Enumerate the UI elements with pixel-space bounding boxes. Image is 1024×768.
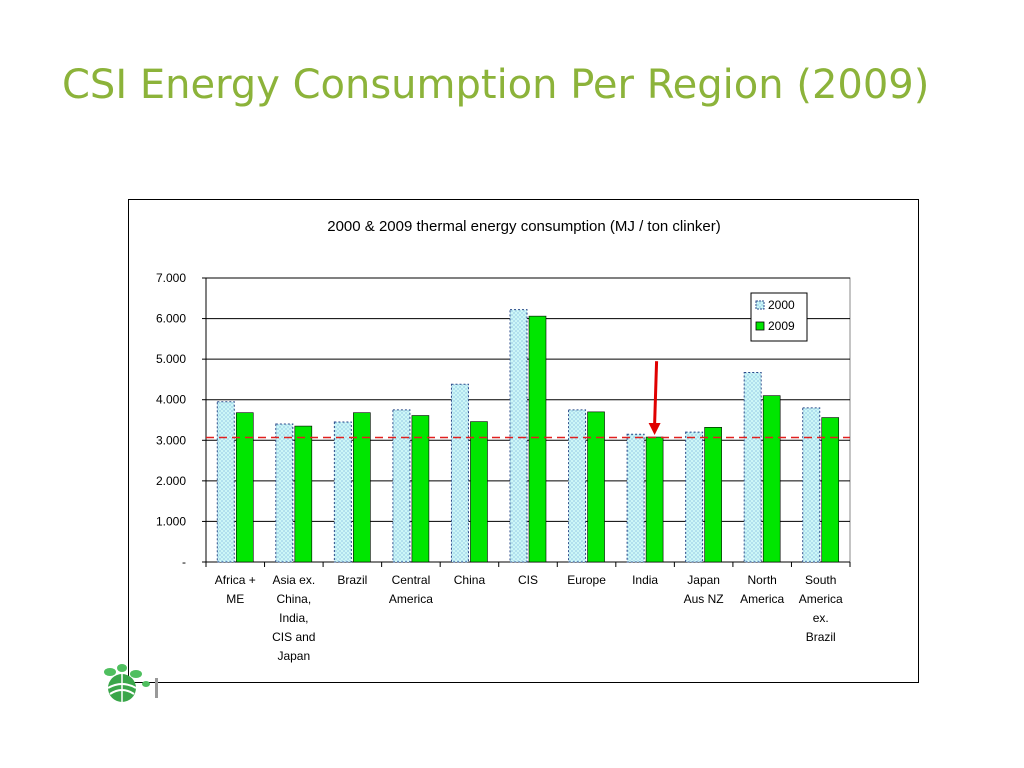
x-tick-label: America — [799, 592, 843, 606]
x-tick-label: America — [740, 592, 784, 606]
bar-2009 — [587, 411, 605, 563]
bar-2009 — [294, 425, 313, 563]
x-tick-label: China, — [276, 592, 311, 606]
bar-2009 — [353, 412, 371, 563]
y-tick-label: 6.000 — [156, 312, 186, 326]
y-tick-label: 2.000 — [156, 474, 186, 488]
bar-2000 — [568, 409, 587, 563]
y-tick-label: 1.000 — [156, 514, 186, 528]
x-tick-label: Japan — [277, 649, 310, 663]
annotation-arrow-head — [648, 423, 661, 436]
bar-2009 — [470, 421, 488, 563]
legend-label-2009: 2009 — [768, 319, 795, 333]
bar-2009 — [762, 395, 781, 563]
bar-2000 — [509, 309, 528, 563]
x-tick-label: Brazil — [337, 573, 367, 587]
y-tick-label: - — [182, 555, 186, 569]
bar-2009 — [704, 427, 722, 563]
bar-2009 — [235, 412, 254, 563]
x-tick-label: Central — [392, 573, 431, 587]
legend-label-2000: 2000 — [768, 298, 795, 312]
bar-2000 — [216, 401, 235, 563]
bar-2009 — [528, 315, 547, 563]
csi-leaf-logo-icon — [100, 660, 166, 710]
bar-2009 — [821, 417, 840, 563]
x-tick-label: ex. — [813, 611, 829, 625]
bar-2009 — [645, 436, 664, 563]
y-tick-label: 5.000 — [156, 352, 186, 366]
legend-swatch-2009 — [755, 321, 765, 331]
bar-2000 — [275, 423, 294, 563]
y-tick-label: 4.000 — [156, 393, 186, 407]
y-tick-label: 7.000 — [156, 271, 186, 285]
bar-2000 — [626, 433, 645, 563]
x-tick-label: Aus NZ — [684, 592, 724, 606]
bar-2000 — [392, 409, 411, 563]
plot-border — [205, 277, 851, 563]
y-tick-label: 3.000 — [156, 433, 186, 447]
chart-title: 2000 & 2009 thermal energy consumption (… — [327, 218, 721, 235]
x-tick-label: Europe — [567, 573, 606, 587]
plot-area: - 1.000 2.000 3.000 4.000 5.000 6.000 7.000 Afri… — [156, 271, 851, 663]
annotation-arrow-shaft — [653, 361, 659, 426]
legend-swatch-2000 — [755, 300, 765, 310]
x-tick-label: Brazil — [806, 630, 836, 644]
bar-2000 — [685, 431, 704, 563]
slide-title: CSI Energy Consumption Per Region (2009) — [62, 62, 930, 108]
x-tick-label: China — [454, 573, 486, 587]
x-tick-label: ME — [226, 592, 244, 606]
bar-2000 — [333, 421, 352, 563]
bar-2000 — [450, 383, 469, 563]
bar-2000 — [802, 407, 821, 563]
chart-frame: 2000 & 2009 thermal energy consumption (… — [128, 199, 919, 683]
bar-chart: 2000 & 2009 thermal energy consumption (… — [156, 218, 851, 663]
x-tick-label: America — [389, 592, 433, 606]
x-tick-label: CIS — [518, 573, 538, 587]
x-tick-label: India — [632, 573, 658, 587]
x-tick-label: Asia ex. — [272, 573, 315, 587]
x-tick-label: Japan — [687, 573, 720, 587]
x-tick-label: CIS and — [272, 630, 315, 644]
x-tick-label: North — [748, 573, 777, 587]
x-tick-label: India, — [279, 611, 308, 625]
legend: 2000 2009 — [750, 292, 808, 342]
x-tick-label: South — [805, 573, 836, 587]
bar-2009 — [411, 415, 430, 563]
x-tick-label: Africa + — [215, 573, 256, 587]
bar-2000 — [743, 372, 762, 563]
